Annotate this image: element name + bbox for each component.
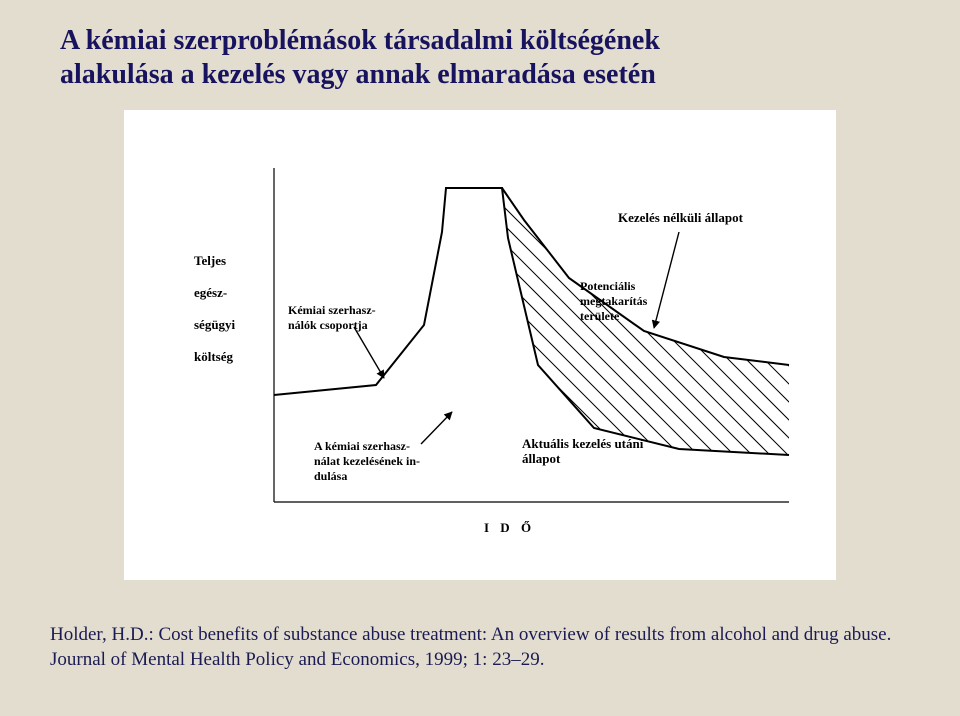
- savings-label-line0: Potenciális: [580, 279, 636, 293]
- treatment-start-label-line0: A kémiai szerhasz-: [314, 439, 410, 453]
- treatment-start-label-line2: dulása: [314, 469, 347, 483]
- group-label-line1: nálók csoportja: [288, 318, 368, 332]
- slide: A kémiai szerproblémások társadalmi költ…: [0, 0, 960, 716]
- start-arrow: [421, 412, 452, 444]
- post-treatment-label-line1: állapot: [522, 451, 561, 466]
- diagram-svg: Teljes egész-ségügyi költség Kémiai szerhas…: [124, 110, 836, 580]
- group-arrow: [354, 327, 384, 378]
- hatch-region: [492, 110, 799, 580]
- y-axis-label-line3: költség: [194, 349, 234, 364]
- savings-label-line1: megtakarítás: [580, 294, 648, 308]
- x-axis-label: I D Ő: [484, 520, 535, 535]
- savings-label-line2: területe: [580, 309, 620, 323]
- notreat-arrow: [654, 232, 679, 328]
- group-label-line0: Kémiai szerhasz-: [288, 303, 376, 317]
- citation-text: Holder, H.D.: Cost benefits of substance…: [50, 623, 910, 672]
- treatment-start-label-line1: nálat kezelésének in-: [314, 454, 420, 468]
- labels-group: Teljes egész-ségügyi költség Kémiai szerhas…: [194, 210, 744, 535]
- no-treatment-label-line0: Kezelés nélküli állapot: [618, 210, 744, 225]
- y-axis-label-line0: Teljes: [194, 253, 226, 268]
- post-treatment-label-line0: Aktuális kezelés utáni: [522, 436, 644, 451]
- diagram-frame: Teljes egész-ségügyi költség Kémiai szerhas…: [124, 110, 836, 580]
- title-line2: alakulása a kezelés vagy annak elmaradás…: [60, 59, 656, 90]
- title-line1: A kémiai szerproblémások társadalmi költ…: [60, 25, 660, 56]
- y-axis-label-line2: ségügyi: [194, 317, 236, 332]
- y-axis-label-line1: egész-: [194, 285, 227, 300]
- arrows-group: [354, 232, 679, 444]
- slide-title: A kémiai szerproblémások társadalmi költ…: [60, 24, 900, 92]
